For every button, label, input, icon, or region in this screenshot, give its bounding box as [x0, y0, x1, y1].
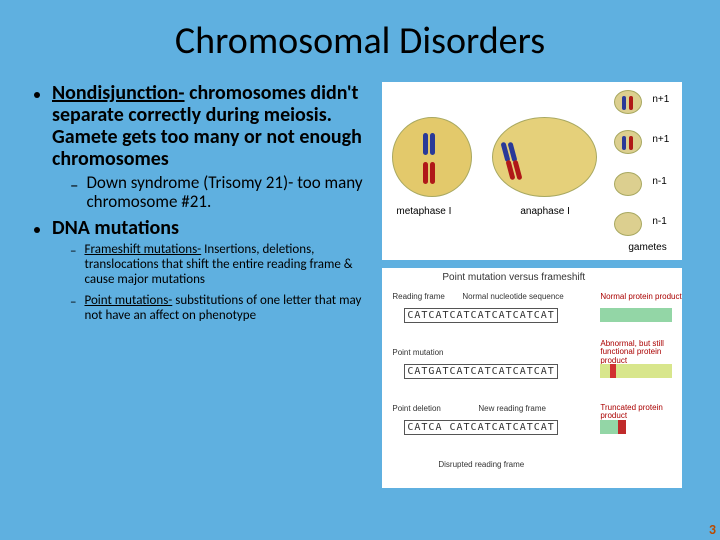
figure-point-vs-frameshift: Point mutation versus frameshift Reading…: [382, 268, 682, 488]
figure-nondisjunction: metaphase I anaphase I n+1: [382, 82, 682, 260]
protein-bar-normal: [600, 308, 672, 322]
label-normal-protein: Normal protein product: [600, 292, 681, 301]
label-normal-seq: Normal nucleotide sequence: [462, 292, 563, 301]
text-down: Down syndrome (Trisomy 21)- too many chr…: [86, 174, 372, 211]
bullet-point-mutation: – Point mutations- substitutions of one …: [30, 294, 372, 324]
bullet-dot-icon: [34, 227, 40, 233]
protein-bar-point-mark: [610, 364, 616, 378]
label-point-deletion: Point deletion: [392, 404, 440, 413]
label-gametes: gametes: [628, 242, 666, 253]
bullet-down-syndrome: – Down syndrome (Trisomy 21)- too many c…: [30, 174, 372, 211]
page-title: Chromosomal Disorders: [30, 18, 690, 64]
bullet-dna-mutations: DNA mutations: [30, 217, 372, 239]
label-disrupted: Disrupted reading frame: [438, 460, 524, 469]
label-new-frame: New reading frame: [478, 404, 546, 413]
gamete-2: [614, 130, 642, 154]
fig2-title: Point mutation versus frameshift: [442, 272, 585, 283]
term-frameshift: Frameshift mutations-: [84, 242, 201, 257]
label-np1b: n+1: [652, 134, 669, 145]
seq-normal: CATCATCATCATCATCATCAT: [404, 308, 557, 323]
dash-icon: –: [70, 295, 76, 310]
bullet-frameshift: – Frameshift mutations- Insertions, dele…: [30, 243, 372, 288]
protein-bar-truncated: [600, 420, 618, 434]
dash-icon: –: [70, 244, 76, 259]
bullet-dot-icon: [34, 92, 40, 98]
gamete-1: [614, 90, 642, 114]
label-nm1a: n-1: [652, 176, 666, 187]
protein-bar-stop: [618, 420, 626, 434]
label-truncated: Truncated protein product: [600, 404, 670, 421]
bullet-nondisjunction: Nondisjunction- chromosomes didn't separ…: [30, 82, 372, 170]
term-point: Point mutations-: [84, 293, 172, 308]
label-np1a: n+1: [652, 94, 669, 105]
label-anaphase: anaphase I: [520, 206, 570, 217]
gamete-3: [614, 172, 642, 196]
gamete-4: [614, 212, 642, 236]
label-metaphase: metaphase I: [396, 206, 451, 217]
metaphase-cell: [392, 117, 472, 197]
text-column: Nondisjunction- chromosomes didn't separ…: [30, 82, 372, 488]
term-nondisjunction: Nondisjunction-: [52, 81, 185, 105]
text-dna: DNA mutations: [52, 217, 179, 239]
dash-icon: –: [70, 175, 78, 196]
label-reading-frame: Reading frame: [392, 292, 444, 301]
slide-number: 3: [709, 521, 716, 538]
label-abnormal-protein: Abnormal, but still functional protein p…: [600, 340, 678, 365]
anaphase-cell: [492, 117, 597, 197]
seq-deletion: CATCA CATCATCATCATCAT: [404, 420, 557, 435]
label-point-mutation: Point mutation: [392, 348, 443, 357]
label-nm1b: n-1: [652, 216, 666, 227]
seq-point: CATGATCATCATCATCATCAT: [404, 364, 557, 379]
